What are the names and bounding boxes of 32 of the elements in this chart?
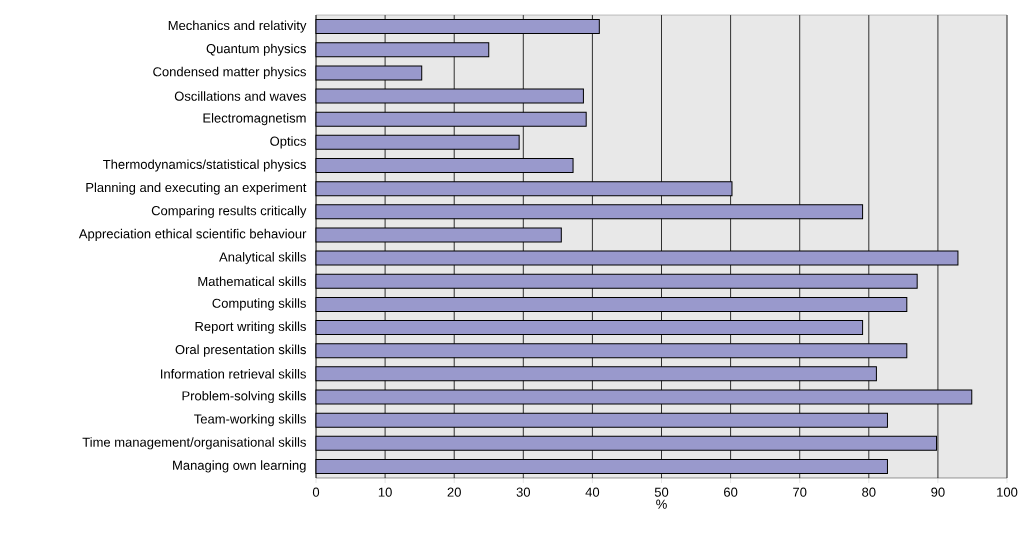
- y-tick-label: Thermodynamics/statistical physics: [103, 159, 306, 172]
- y-tick-label: Mathematical skills: [198, 276, 306, 286]
- y-tick-label: Electromagnetism: [203, 113, 306, 126]
- y-tick-label: Mechanics and relativity: [168, 20, 307, 33]
- y-tick-label: Time management/organisational skills: [82, 437, 306, 450]
- y-tick-label: Optics: [270, 136, 307, 149]
- y-tick-label: Team-working skills: [194, 414, 306, 427]
- x-tick-label: 100: [997, 487, 1018, 497]
- x-axis-title: %: [656, 499, 667, 509]
- x-tick-label: 70: [793, 487, 807, 497]
- x-tick-label: 20: [447, 487, 461, 497]
- x-tick-label: 50: [654, 487, 669, 497]
- y-tick-label: Report writing skills: [195, 321, 306, 334]
- y-tick-label: Information retrieval skills: [161, 369, 306, 379]
- x-tick-label: 0: [312, 487, 320, 497]
- x-tick-label: 30: [516, 487, 531, 497]
- x-tick-label: 80: [862, 487, 876, 497]
- x-tick-label: 60: [724, 487, 738, 497]
- y-tick-label: Quantum physics: [206, 43, 306, 56]
- y-tick-label: Planning and executing an experiment: [86, 182, 307, 195]
- y-tick-label: Analytical skills: [219, 252, 306, 265]
- x-tick-label: 40: [585, 487, 600, 497]
- y-tick-label: Condensed matter physics: [153, 66, 306, 79]
- y-tick-label: Comparing results critically: [151, 205, 307, 218]
- x-tick-label: 10: [378, 487, 392, 497]
- y-tick-label: Managing own learning: [173, 460, 306, 473]
- x-tick-label: 90: [931, 487, 945, 497]
- y-tick-label: Oscillations and waves: [174, 91, 306, 101]
- y-tick-label: Problem-solving skills: [182, 390, 306, 404]
- y-tick-label: Appreciation ethical scientific behaviour: [78, 228, 307, 241]
- y-tick-label: Computing skills: [212, 298, 306, 311]
- y-tick-label: Oral presentation skills: [175, 344, 306, 357]
